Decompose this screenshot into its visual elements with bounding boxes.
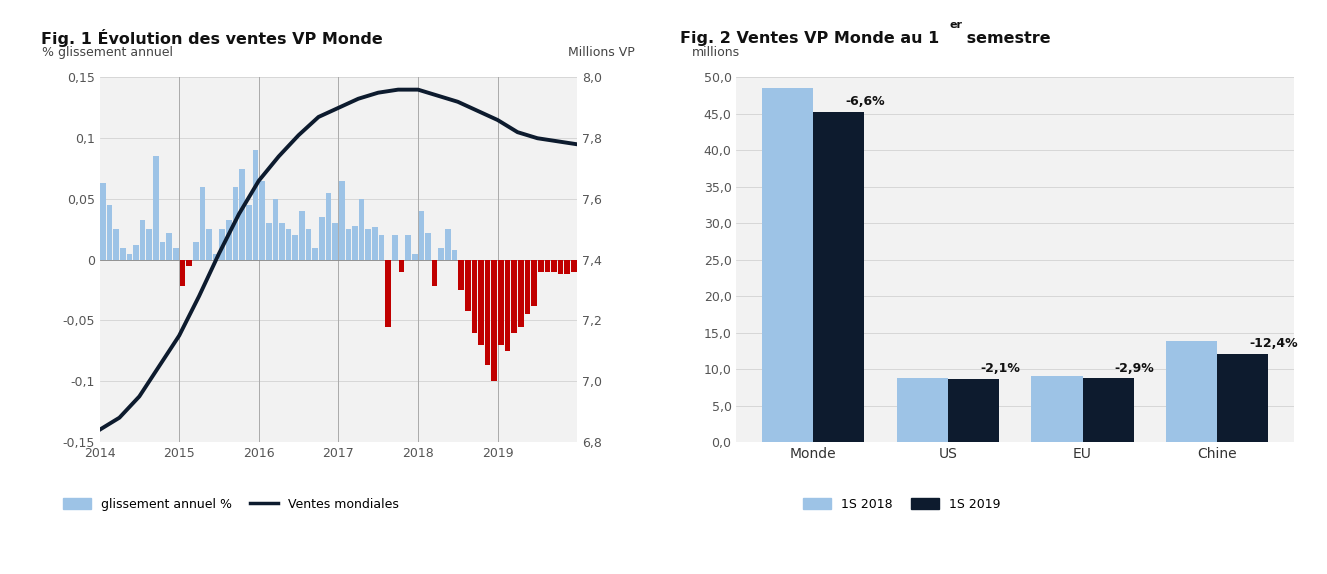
Bar [425,233,431,259]
Bar [239,169,245,259]
Bar [106,205,113,259]
Bar [418,211,425,259]
Bar [318,217,325,259]
Bar [544,259,551,272]
Bar [1031,377,1083,442]
Bar [245,205,252,259]
Bar [113,230,119,259]
Bar [139,220,146,259]
Bar [464,259,471,311]
Text: er: er [950,20,963,30]
Bar [199,187,206,259]
Bar [352,226,358,259]
Text: Fig. 2 Ventes VP Monde au 1: Fig. 2 Ventes VP Monde au 1 [679,31,938,46]
Bar [897,378,947,442]
Bar [332,223,338,259]
Bar [524,259,531,315]
Bar [365,230,372,259]
Bar [305,230,312,259]
Bar [192,242,199,259]
Text: -2,9%: -2,9% [1115,362,1154,375]
Bar [100,183,106,259]
Bar [438,247,445,259]
Text: % glissement annuel: % glissement annuel [42,45,174,59]
Bar [206,230,212,259]
Bar [272,199,279,259]
Bar [1217,354,1269,442]
Bar [219,230,226,259]
Text: -2,1%: -2,1% [981,363,1020,375]
Bar [153,157,159,259]
Bar [232,187,239,259]
Bar [431,259,438,286]
Bar [564,259,571,274]
Bar [471,259,478,333]
Text: Millions VP: Millions VP [568,45,634,59]
Bar [292,235,299,259]
Bar [398,259,405,272]
Bar [372,227,378,259]
Bar [491,259,498,381]
Text: -6,6%: -6,6% [845,95,885,108]
Bar [299,211,305,259]
Bar [385,259,391,327]
Text: Fig. 1 Évolution des ventes VP Monde: Fig. 1 Évolution des ventes VP Monde [41,29,382,47]
Bar [511,259,518,333]
Bar [179,259,186,286]
Text: semestre: semestre [961,31,1051,46]
Bar [478,259,484,345]
Bar [498,259,504,345]
Bar [557,259,564,274]
Bar [571,259,577,272]
Text: millions: millions [691,45,740,59]
Bar [186,259,192,266]
Bar [762,88,813,442]
Bar [173,247,179,259]
Bar [133,245,139,259]
Bar [518,259,524,327]
Bar [484,259,491,366]
Bar [1083,378,1133,442]
Bar [531,259,537,306]
Bar [947,379,999,442]
Bar [226,220,232,259]
Bar [146,230,153,259]
Bar [345,230,352,259]
Bar [458,259,464,290]
Bar [279,223,285,259]
Bar [551,259,557,272]
Bar [537,259,544,272]
Bar [252,150,259,259]
Bar [338,181,345,259]
Bar [126,254,133,259]
Bar [119,247,126,259]
Bar [1166,342,1217,442]
Legend: glissement annuel %, Ventes mondiales: glissement annuel %, Ventes mondiales [58,493,403,516]
Bar [358,199,365,259]
Bar [325,193,332,259]
Bar [378,235,385,259]
Bar [411,254,418,259]
Legend: 1S 2018, 1S 2019: 1S 2018, 1S 2019 [799,493,1006,516]
Bar [405,235,411,259]
Text: -12,4%: -12,4% [1250,337,1298,350]
Bar [166,233,173,259]
Bar [159,242,166,259]
Bar [259,181,265,259]
Bar [265,223,272,259]
Bar [391,235,398,259]
Bar [813,112,864,442]
Bar [312,247,318,259]
Bar [504,259,511,351]
Bar [212,254,219,259]
Bar [445,230,451,259]
Bar [451,250,458,259]
Bar [285,230,292,259]
